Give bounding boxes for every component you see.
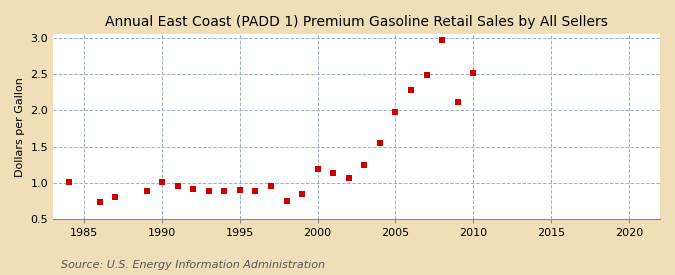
- Point: [375, 141, 385, 145]
- Point: [281, 199, 292, 203]
- Point: [313, 167, 323, 171]
- Point: [421, 73, 432, 77]
- Point: [390, 110, 401, 114]
- Point: [188, 186, 198, 191]
- Point: [406, 88, 416, 92]
- Point: [437, 38, 448, 42]
- Point: [157, 180, 167, 184]
- Point: [265, 184, 276, 189]
- Point: [328, 171, 339, 175]
- Point: [141, 189, 152, 193]
- Point: [452, 100, 463, 104]
- Point: [110, 195, 121, 199]
- Point: [468, 70, 479, 75]
- Point: [172, 183, 183, 188]
- Point: [95, 199, 105, 204]
- Point: [219, 189, 230, 194]
- Point: [234, 188, 245, 192]
- Point: [344, 175, 354, 180]
- Point: [63, 180, 74, 184]
- Point: [297, 191, 308, 196]
- Y-axis label: Dollars per Gallon: Dollars per Gallon: [15, 77, 25, 177]
- Point: [359, 163, 370, 167]
- Point: [203, 189, 214, 194]
- Title: Annual East Coast (PADD 1) Premium Gasoline Retail Sales by All Sellers: Annual East Coast (PADD 1) Premium Gasol…: [105, 15, 608, 29]
- Point: [250, 189, 261, 194]
- Text: Source: U.S. Energy Information Administration: Source: U.S. Energy Information Administ…: [61, 260, 325, 270]
